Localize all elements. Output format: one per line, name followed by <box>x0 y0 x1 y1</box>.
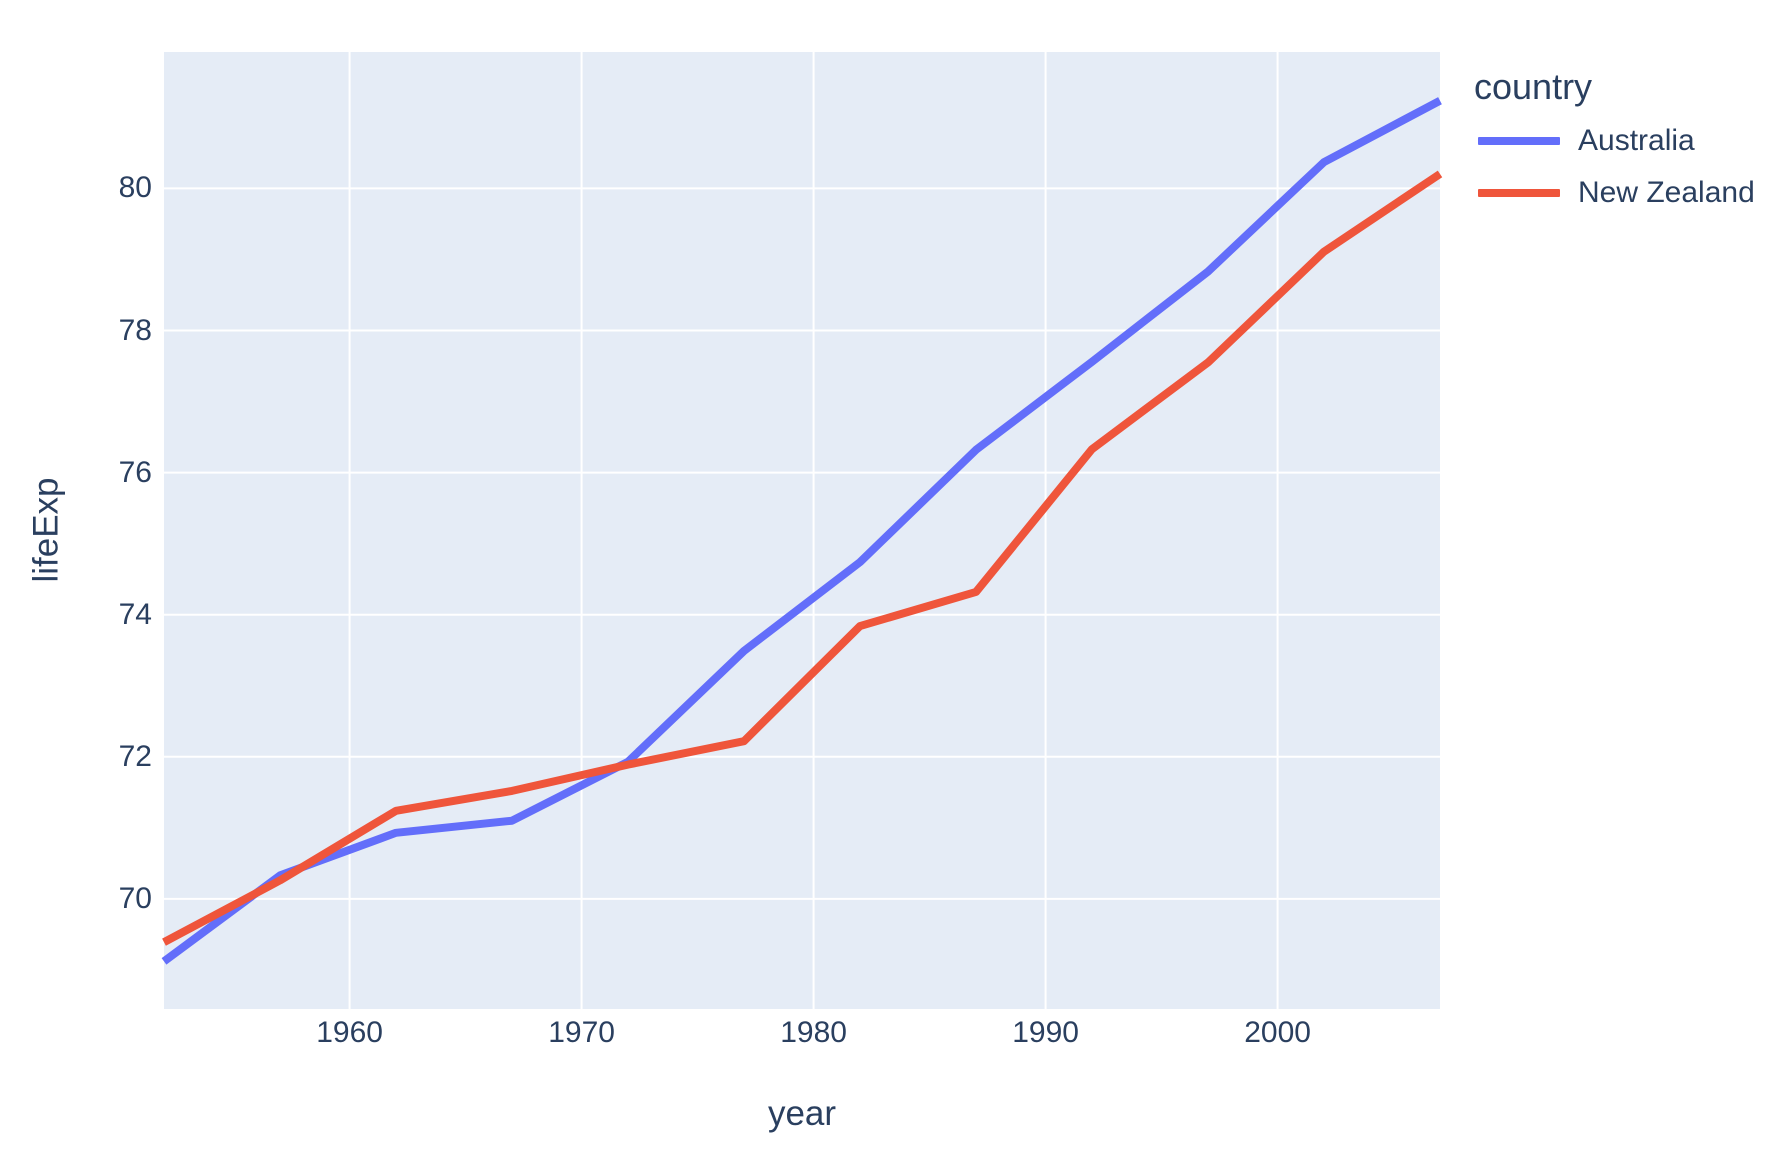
x-tick-label: 2000 <box>1244 1016 1311 1049</box>
x-tick-label: 1990 <box>1012 1016 1079 1049</box>
legend-title: country <box>1474 66 1593 107</box>
plot-background[interactable] <box>164 52 1440 1009</box>
y-tick-label: 78 <box>118 313 152 347</box>
x-axis-title: year <box>767 1094 837 1133</box>
y-axis-title: lifeExp <box>26 477 66 583</box>
y-tick-label: 76 <box>118 455 152 489</box>
y-tick-label: 70 <box>118 881 152 915</box>
x-tick-label: 1960 <box>316 1016 383 1049</box>
y-tick-label: 74 <box>118 597 152 631</box>
series-line-australia[interactable] <box>161 97 1442 965</box>
x-tick-label: 1980 <box>780 1016 847 1049</box>
legend-item-label: New Zealand <box>1578 176 1755 209</box>
legend-item-new-zealand[interactable]: New Zealand <box>1466 167 1755 219</box>
legend-items: Australia New Zealand <box>1466 115 1755 219</box>
legend-line-swatch <box>1478 189 1560 197</box>
y-tick-label: 80 <box>118 171 152 205</box>
x-tick-label: 1970 <box>548 1016 615 1049</box>
y-tick-label: 72 <box>118 739 152 773</box>
series-line-new-zealand[interactable] <box>162 170 1443 946</box>
legend-line-swatch <box>1478 137 1560 145</box>
legend-item-label: Australia <box>1578 124 1695 157</box>
legend-item-australia[interactable]: Australia <box>1466 115 1755 167</box>
legend: country Australia New Zealand <box>1466 64 1755 219</box>
